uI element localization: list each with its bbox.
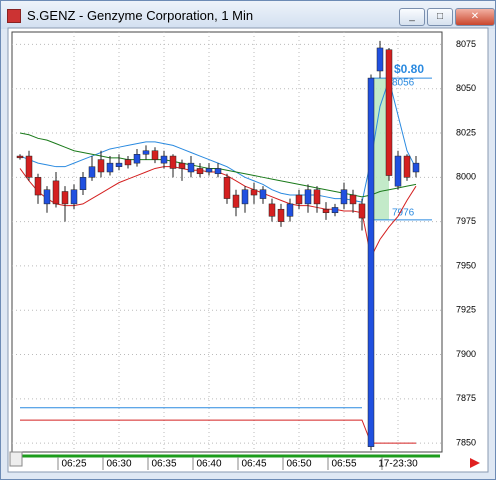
- candle-body: [358, 203, 366, 219]
- candle-body: [223, 177, 231, 199]
- candle-body: [106, 162, 114, 173]
- candle-body: [349, 194, 357, 205]
- candle-body: [403, 155, 411, 178]
- candle-body: [277, 208, 285, 222]
- candle-body: [322, 208, 330, 214]
- measure-box: [371, 78, 389, 220]
- candle-body: [196, 168, 204, 175]
- candle-body: [331, 207, 339, 214]
- candle-body: [286, 203, 294, 217]
- candle-body: [205, 168, 213, 173]
- measure-low-label: 7976: [392, 207, 415, 218]
- candle-body: [115, 162, 123, 167]
- y-tick-label: 8025: [456, 127, 476, 137]
- candle-body: [97, 159, 105, 173]
- y-tick-label: 7950: [456, 260, 476, 270]
- candle-body: [412, 162, 420, 173]
- x-tick-label: 06:55: [331, 459, 356, 470]
- x-tick-label: 06:25: [61, 459, 86, 470]
- candle-body: [340, 189, 348, 205]
- close-button[interactable]: ✕: [455, 8, 495, 26]
- candle-body: [160, 155, 168, 164]
- window-title: S.GENZ - Genzyme Corporation, 1 Min: [27, 8, 254, 23]
- candle-body: [52, 180, 60, 205]
- y-tick-label: 7850: [456, 438, 476, 448]
- candle-body: [16, 155, 24, 159]
- x-tick-label: 06:50: [286, 459, 311, 470]
- candle-body: [70, 189, 78, 205]
- candle-body: [187, 162, 195, 173]
- y-tick-label: 8000: [456, 172, 476, 182]
- candle-body: [151, 150, 159, 160]
- candle-body: [313, 189, 321, 205]
- candle-body: [241, 189, 249, 205]
- y-tick-label: 7975: [456, 216, 476, 226]
- x-tick-label: 06:35: [151, 459, 176, 470]
- y-tick-label: 8075: [456, 39, 476, 49]
- candle-body: [124, 159, 132, 166]
- candle-body: [259, 189, 267, 199]
- candle-body: [376, 47, 384, 72]
- candle-body: [178, 162, 186, 169]
- title-bar: S.GENZ - Genzyme Corporation, 1 Min _ □ …: [1, 1, 495, 29]
- candle-body: [133, 154, 141, 164]
- app-icon: [7, 9, 21, 23]
- measure-high-label: 8056: [392, 78, 415, 89]
- y-tick-label: 7875: [456, 393, 476, 403]
- candle-body: [214, 168, 222, 175]
- candle-body: [88, 166, 96, 178]
- x-tick-label: 06:40: [196, 459, 221, 470]
- y-tick-label: 7900: [456, 349, 476, 359]
- indicator-line: [20, 419, 416, 444]
- x-tick-label: 06:30: [106, 459, 131, 470]
- maximize-button[interactable]: □: [427, 8, 453, 26]
- candle-body: [142, 150, 150, 155]
- candle-body: [232, 194, 240, 208]
- candle-body: [250, 189, 258, 196]
- candle-body: [295, 194, 303, 205]
- candle-body: [169, 155, 177, 169]
- scroll-box[interactable]: [9, 451, 23, 467]
- candle-body: [394, 155, 402, 187]
- candle-body: [304, 189, 312, 205]
- candle-body: [25, 155, 33, 178]
- measure-change: $0.80: [394, 62, 424, 76]
- candle-body: [367, 77, 375, 447]
- candle-body: [268, 203, 276, 217]
- scroll-arrow[interactable]: [470, 458, 480, 468]
- candle-body: [385, 49, 393, 176]
- candle-body: [61, 191, 69, 205]
- candle-body: [34, 177, 42, 196]
- x-tick-label: 17-23:30: [378, 459, 418, 470]
- minimize-button[interactable]: _: [399, 8, 425, 26]
- x-tick-label: 06:45: [241, 459, 266, 470]
- candle-body: [43, 189, 51, 205]
- y-tick-label: 7925: [456, 305, 476, 315]
- y-tick-label: 8050: [456, 83, 476, 93]
- candle-body: [79, 177, 87, 190]
